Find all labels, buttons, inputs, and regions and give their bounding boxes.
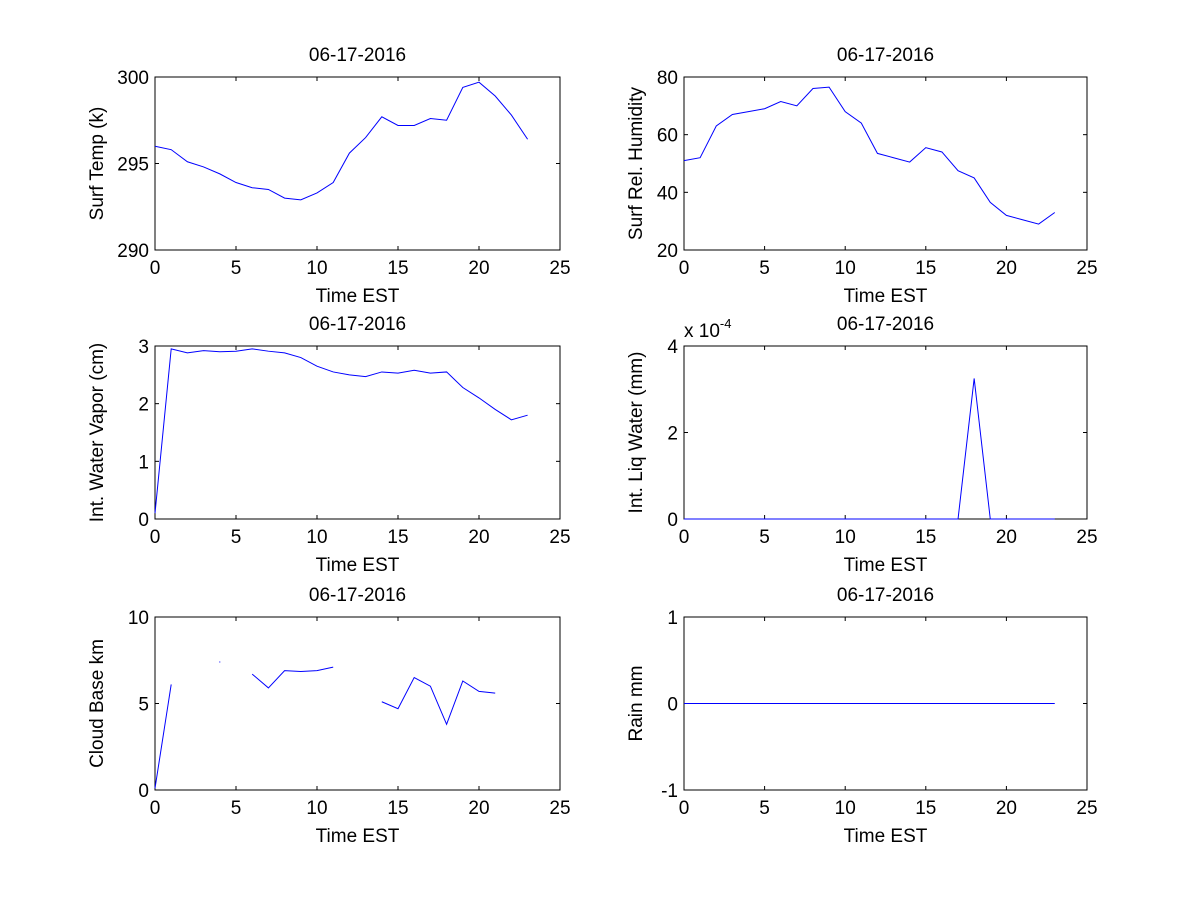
y-axis-label: Surf Rel. Humidity [626,86,647,240]
x-tick-label: 15 [915,798,936,819]
x-tick-label: 20 [468,527,489,548]
y-tick-label: 1 [138,452,149,473]
y-axis-label: Int. Liq Water (mm) [626,352,647,514]
y-axis-label: Cloud Base km [87,639,108,768]
surf-temp-panel: 06-17-2016 Time EST Surf Temp (k) 0 5 10 15… [87,45,571,307]
y-tick-label: 295 [117,155,149,176]
x-tick-label: 0 [679,258,690,279]
surf-humidity-panel: 06-17-2016 Time EST Surf Rel. Humidity 0… [626,45,1098,307]
x-axis-label: Time EST [844,826,928,847]
y-tick-label: 60 [657,126,678,147]
y-exponent-power: -4 [720,316,732,331]
y-tick-label: 300 [117,68,149,89]
y-exponent-label: x 10-4 [684,316,731,342]
x-tick-label: 0 [150,798,161,819]
y-tick-label: 5 [138,695,149,716]
series-line [154,81,529,201]
x-tick-label: 25 [1076,258,1097,279]
y-tick-label: 0 [138,510,149,531]
panel-title: 06-17-2016 [309,314,406,335]
y-exponent-base: x 10 [684,321,720,342]
panel-title: 06-17-2016 [837,314,934,335]
cloud-base-panel: 06-17-2016 Time EST Cloud Base km 0 5 10 15… [87,585,571,847]
x-tick-label: 10 [835,258,856,279]
x-axis-label: Time EST [316,555,400,576]
y-axis-label: Int. Water Vapor (cm) [87,343,108,522]
x-tick-label: 10 [835,798,856,819]
x-tick-label: 5 [759,527,770,548]
x-tick-label: 10 [306,527,327,548]
y-tick-label: 0 [138,781,149,802]
y-tick-label: 0 [667,695,678,716]
x-tick-label: 5 [759,798,770,819]
x-tick-label: 0 [679,798,690,819]
panel-title: 06-17-2016 [837,585,934,606]
series-line [154,684,172,789]
x-tick-label: 20 [996,258,1017,279]
plot-frame [154,616,561,791]
plot-frame [154,345,561,520]
x-tick-label: 15 [387,258,408,279]
y-tick-label: 2 [138,395,149,416]
rain-panel: 06-17-2016 Time EST Rain mm 0 5 10 15 20 25-1… [626,585,1098,847]
x-tick-label: 25 [549,527,570,548]
x-tick-label: 15 [387,798,408,819]
plot-frame [683,76,1088,251]
x-tick-label: 20 [996,527,1017,548]
x-axis-label: Time EST [316,286,400,307]
x-tick-label: 25 [1076,527,1097,548]
series-line [251,666,334,689]
x-tick-label: 15 [915,258,936,279]
x-axis-label: Time EST [844,286,928,307]
x-tick-label: 20 [996,798,1017,819]
panel-title: 06-17-2016 [837,45,934,66]
x-tick-label: 0 [150,258,161,279]
y-axis-label: Surf Temp (k) [87,107,108,221]
plot-frame [154,76,561,251]
x-tick-label: 15 [387,527,408,548]
y-tick-label: 40 [657,183,678,204]
y-tick-label: 290 [117,241,149,262]
x-tick-label: 25 [549,798,570,819]
x-axis-label: Time EST [844,555,928,576]
x-tick-label: 10 [835,527,856,548]
x-axis-label: Time EST [316,826,400,847]
series-line [684,378,1055,520]
y-tick-label: 2 [667,424,678,445]
x-tick-label: 20 [468,798,489,819]
series-line [381,676,496,726]
x-tick-label: 15 [915,527,936,548]
y-axis-label: Rain mm [626,665,647,741]
x-tick-label: 25 [1076,798,1097,819]
x-tick-label: 0 [679,527,690,548]
x-tick-label: 5 [231,798,242,819]
y-tick-label: 0 [667,510,678,531]
y-tick-label: 1 [667,608,678,629]
y-tick-label: 4 [667,337,678,358]
x-tick-label: 5 [231,527,242,548]
liq-water-panel: 06-17-2016 Time EST Int. Liq Water (mm) … [626,314,1098,576]
y-tick-label: -1 [661,781,678,802]
x-tick-label: 10 [306,798,327,819]
x-tick-label: 0 [150,527,161,548]
series-line [683,86,1056,225]
x-tick-label: 25 [549,258,570,279]
y-tick-label: 3 [138,337,149,358]
series-line [154,348,528,514]
x-tick-label: 10 [306,258,327,279]
panel-title: 06-17-2016 [309,585,406,606]
x-tick-label: 5 [231,258,242,279]
y-tick-label: 20 [657,241,678,262]
plot-frame [683,345,1088,520]
x-tick-label: 20 [468,258,489,279]
y-tick-label: 10 [128,608,149,629]
water-vapor-panel: 06-17-2016 Time EST Int. Water Vapor (cm… [87,314,571,576]
x-tick-label: 5 [759,258,770,279]
panel-title: 06-17-2016 [309,45,406,66]
y-tick-label: 80 [657,68,678,89]
